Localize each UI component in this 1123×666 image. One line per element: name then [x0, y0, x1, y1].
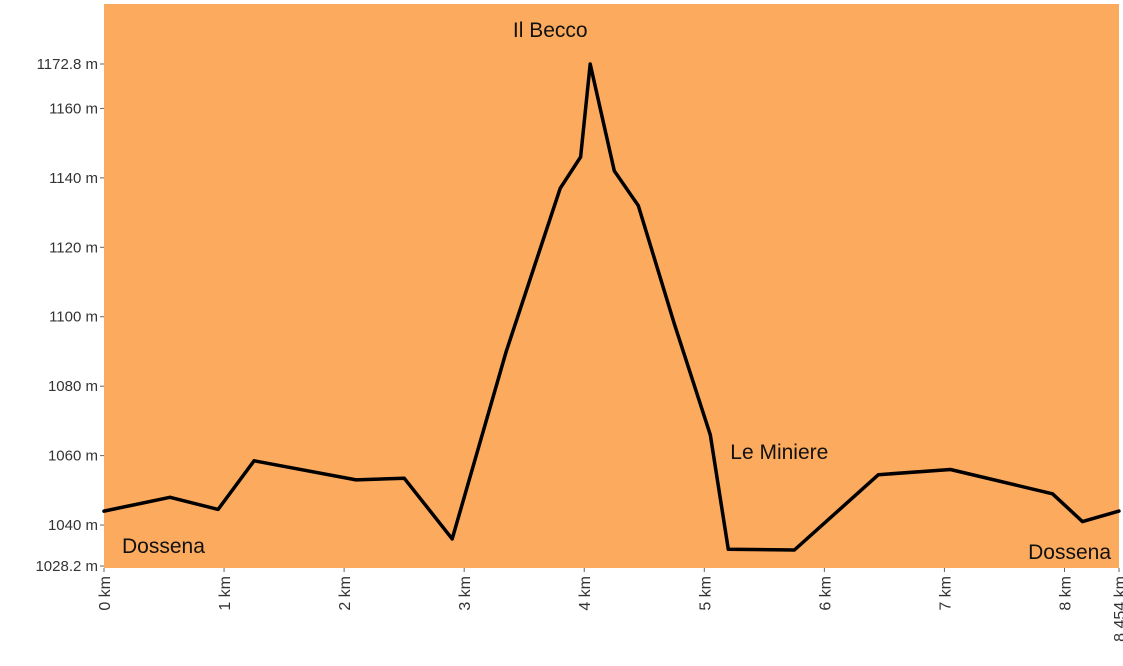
elevation-point [168, 495, 172, 499]
annotation-label: Dossena [1028, 541, 1111, 564]
x-tick-label: 8.454 km [1112, 576, 1123, 642]
x-tick-label: 3 km [457, 576, 474, 611]
elevation-point [504, 350, 508, 353]
y-tick-label: 1040 m [48, 517, 98, 534]
elevation-line-layer [102, 62, 1121, 552]
x-tick-label: 8 km [1057, 576, 1074, 611]
x-tick-label: 5 km [697, 576, 714, 611]
x-tick-label: 2 km [337, 576, 354, 611]
y-tick-label: 1140 m [49, 170, 98, 187]
x-tick-label: 0 km [97, 576, 114, 611]
elevation-point [672, 322, 676, 326]
annotations: Il Becco Le Miniere Dossena Dossena [122, 19, 1111, 564]
elevation-point [558, 186, 562, 190]
elevation-point [636, 204, 640, 208]
x-tick-label: 1 km [217, 576, 234, 611]
elevation-point [579, 155, 583, 159]
elevation-point [252, 459, 256, 463]
y-tick-label: 1172.8 m [37, 56, 98, 73]
annotation-label: Il Becco [513, 19, 588, 42]
elevation-point [1081, 520, 1084, 524]
x-tick-label: 7 km [937, 576, 954, 611]
x-tick-label: 4 km [577, 576, 594, 611]
plot-area [104, 4, 1119, 568]
y-axis: 1172.8 m 1160 m 1140 m 1120 m 1100 m 1080 m 10… [35, 56, 104, 575]
elevation-point [216, 507, 220, 511]
y-tick-label: 1080 m [48, 378, 98, 395]
elevation-point [1051, 492, 1054, 496]
elevation-point [450, 537, 454, 541]
elevation-point [1117, 509, 1121, 513]
annotation-label: Dossena [122, 535, 205, 558]
elevation-point [708, 433, 712, 437]
y-tick-label: 1060 m [48, 448, 98, 465]
elevation-point [588, 62, 592, 66]
elevation-point [876, 473, 880, 477]
elevation-point [948, 468, 952, 471]
elevation-point [102, 509, 106, 513]
x-axis: 0 km 1 km 2 km 3 km 4 km 5 km 6 km 7 km 8 km 8.45… [97, 568, 1123, 642]
elevation-point [726, 547, 730, 551]
elevation-point [402, 476, 406, 480]
y-tick-label: 1160 m [49, 100, 98, 117]
y-tick-label: 1120 m [49, 239, 98, 256]
y-tick-label: 1028.2 m [35, 558, 98, 575]
elevation-point [612, 169, 616, 173]
y-tick-label: 1100 m [49, 309, 98, 326]
elevation-point [354, 478, 358, 482]
x-tick-label: 6 km [817, 576, 834, 611]
elevation-line [102, 62, 1121, 552]
elevation-point [792, 548, 796, 552]
annotation-label: Le Miniere [730, 441, 828, 464]
